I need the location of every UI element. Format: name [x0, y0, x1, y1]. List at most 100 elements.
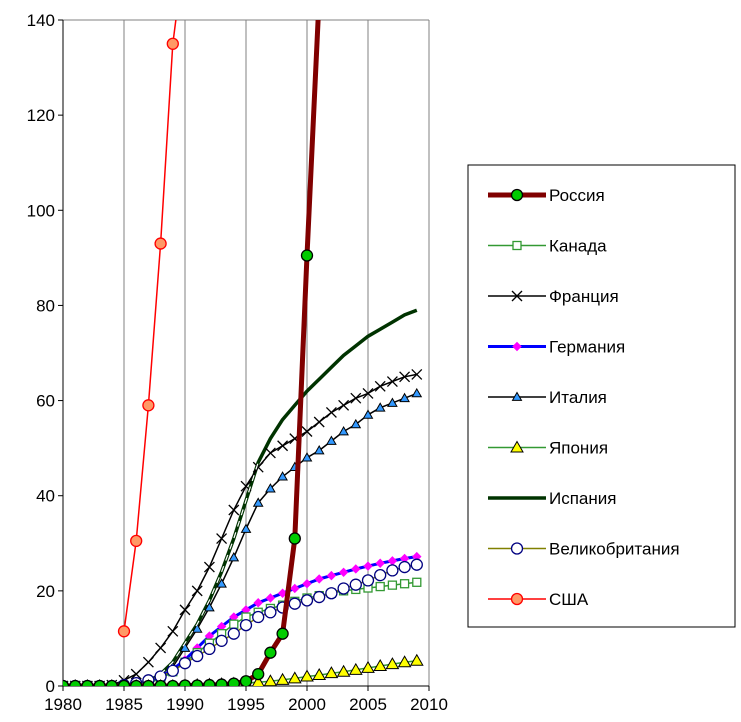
series-7 [63, 558, 423, 686]
series-2-point-9 [167, 625, 179, 637]
series-0-point-19 [288, 532, 301, 545]
series-2-point-24-b [350, 392, 362, 404]
series-1-point-28 [399, 579, 410, 589]
series-2-point-25-b [362, 387, 374, 399]
legend-entry-8: США [488, 590, 589, 609]
series-2-point-25 [362, 387, 374, 399]
series-0-point-3 [93, 679, 106, 686]
legend-marker-7 [510, 542, 524, 555]
series-3-point-19 [290, 583, 300, 594]
series-2-point-16 [252, 461, 264, 473]
series-2-point-8-b [155, 642, 167, 654]
series-2-point-13 [216, 533, 228, 544]
series-0-point-12 [203, 678, 216, 686]
series-4-point-14 [228, 552, 240, 562]
series-4-point-25 [362, 409, 374, 419]
series-5-point-29 [409, 653, 424, 666]
series-2-point-13-b [216, 533, 228, 544]
series-0-point-13 [215, 678, 228, 686]
series-2-point-22-b [325, 407, 337, 418]
grid-lines [62, 19, 430, 686]
legend: Россия Канада Франция Германия Италия Япония И… [467, 164, 736, 628]
series-5-point-26 [373, 659, 388, 672]
series-2-point-22 [325, 407, 337, 418]
series-7-point-13 [215, 634, 228, 647]
series-line-2 [63, 373, 417, 686]
series-2-point-17 [264, 447, 276, 459]
series-5-point-28 [397, 655, 412, 668]
series-7-point-27 [386, 564, 399, 577]
series-7-point-24 [349, 578, 362, 591]
series-4-point-18 [277, 471, 288, 481]
series-3-point-21 [314, 574, 324, 584]
series-2-point-7 [142, 656, 154, 668]
series-4-point-26 [374, 402, 386, 412]
y-tick-label-0: 0 [46, 677, 55, 696]
legend-label-3: Германия [549, 338, 625, 357]
series-2-point-18-b [277, 440, 289, 452]
series-2-point-8 [155, 642, 167, 654]
series-3-point-24 [351, 564, 361, 574]
series-1-point-29 [412, 577, 422, 587]
series-2-point-20-b [301, 426, 313, 437]
series-2-point-10 [179, 604, 191, 616]
series-5-point-27 [385, 657, 400, 670]
series-7-point-14 [227, 627, 240, 640]
series-4-point-11 [191, 623, 203, 633]
series-line-4 [63, 392, 418, 686]
series-2-point-15-b [240, 480, 252, 492]
legend-label-5: Япония [549, 439, 608, 458]
series-5-point-22 [324, 666, 339, 679]
series-3-point-27 [387, 556, 398, 566]
legend-marker-4 [511, 391, 523, 401]
legend-marker-1 [512, 240, 522, 251]
series-3-point-25 [363, 561, 373, 571]
series-0-point-18 [276, 627, 289, 640]
series-7-point-9 [166, 664, 179, 677]
series-2-point-26 [374, 380, 386, 392]
series-5-point-20 [300, 669, 314, 682]
axes [58, 19, 430, 691]
series-2-point-12-b [203, 561, 215, 573]
series-2-point-21-b [313, 416, 325, 428]
series-0-point-0 [63, 679, 70, 686]
y-tick-label-100: 100 [27, 201, 55, 220]
series-2-point-23 [338, 399, 350, 411]
series-1-point-27 [387, 580, 398, 590]
series-4-point-23 [338, 425, 349, 436]
legend-entry-4: Италия [488, 388, 607, 407]
series-2-point-7-b [142, 656, 154, 668]
series-0-point-11 [191, 679, 204, 686]
series-2-point-6-b [130, 668, 142, 680]
series-8-point-1 [130, 534, 143, 548]
y-tick-label-20: 20 [36, 582, 55, 601]
series-2-point-24 [350, 392, 362, 404]
legend-entry-6: Испания [488, 489, 616, 508]
series-4-point-16 [252, 497, 264, 507]
series-2-point-18 [277, 440, 289, 452]
series-5-point-23 [336, 664, 351, 677]
series-4-point-28 [399, 392, 410, 403]
series-2-point-28-b [399, 371, 411, 383]
series-5-point-17 [263, 674, 278, 686]
series-3-point-22 [326, 570, 337, 581]
series-2-point-29 [411, 368, 423, 380]
x-tick-label-2000: 2000 [288, 695, 326, 714]
series-8-point-0 [117, 625, 131, 638]
legend-entry-2: Франция [488, 287, 619, 306]
legend-marker-5 [510, 440, 524, 453]
series-2-point-14-b [228, 504, 240, 516]
series-2-point-16-b [252, 461, 264, 473]
series-line-8 [123, 20, 177, 632]
series-5-point-21 [312, 668, 327, 681]
series-2-point-11-b [191, 585, 203, 597]
legend-marker-8 [510, 592, 524, 606]
series-2-point-20 [301, 426, 313, 437]
series-8 [117, 20, 179, 638]
series-2-point-10-b [179, 604, 191, 616]
series-0-point-7 [142, 679, 155, 686]
legend-label-8: США [549, 590, 589, 609]
legend-entry-7: Великобритания [488, 540, 680, 559]
series-3-point-20 [302, 579, 312, 589]
